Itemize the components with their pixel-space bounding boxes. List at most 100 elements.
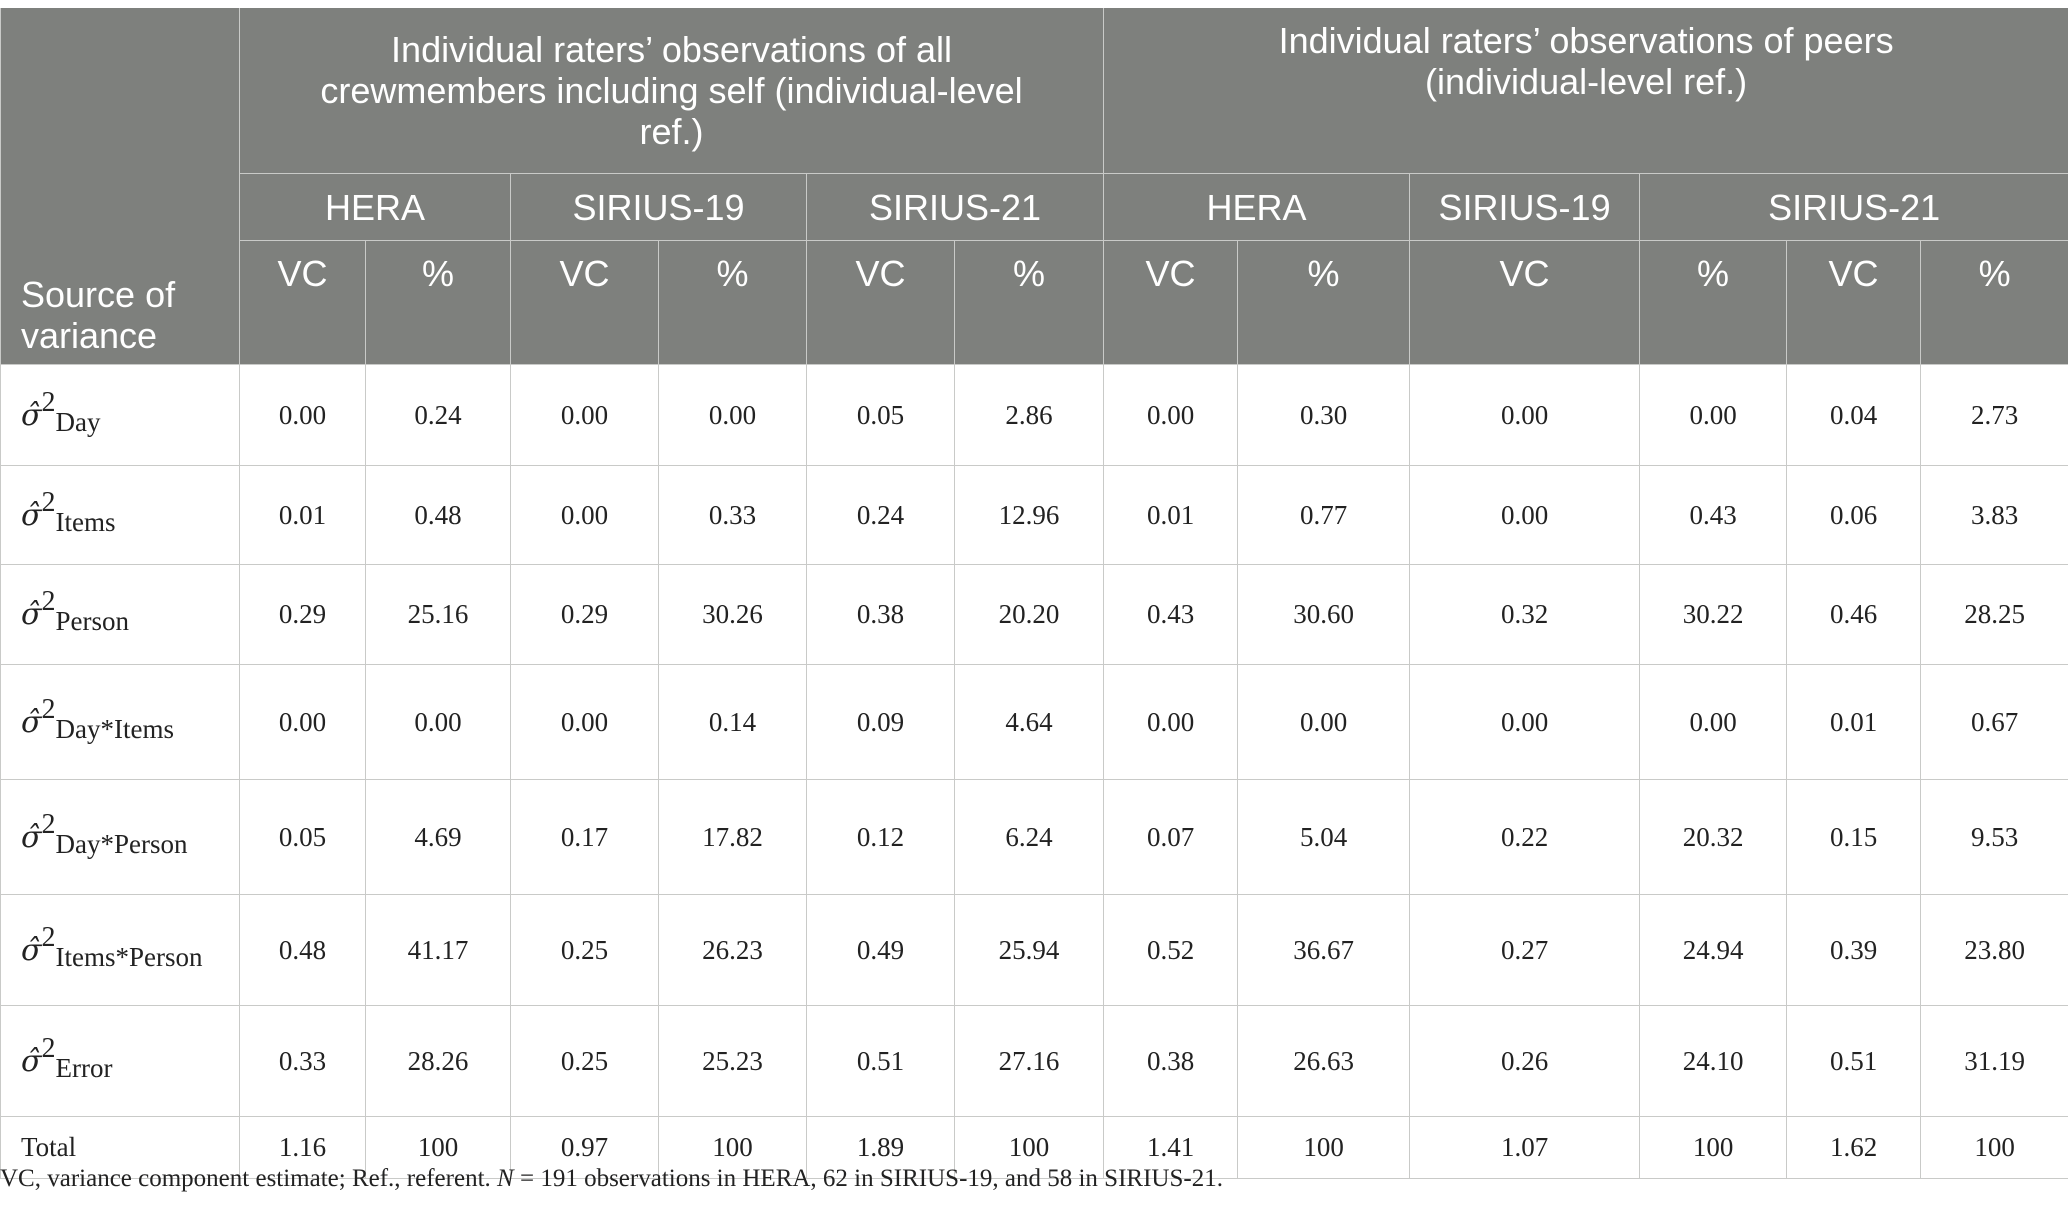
- value-cell: 41.17: [365, 894, 511, 1006]
- sigma-hat-symbol: σ̂: [21, 932, 42, 968]
- subcolumn-header: %: [1237, 240, 1411, 365]
- value-cell: 2.86: [953, 364, 1105, 466]
- subcolumn-header: %: [1639, 240, 1788, 365]
- value-cell: 0.00: [239, 364, 366, 466]
- value-cell: 25.16: [365, 564, 511, 665]
- table-container: Source of variance Individual raters’ ob…: [0, 8, 2068, 1179]
- sigma-hat-symbol: σ̂: [21, 704, 42, 740]
- table-row: σ̂2Items*Person 0.48 41.17 0.25 26.23 0.49 25.…: [0, 894, 2068, 1006]
- value-cell: 4.69: [365, 779, 511, 895]
- value-cell: 26.63: [1237, 1005, 1411, 1117]
- value-cell: 4.64: [953, 664, 1105, 780]
- subcolumn-header: %: [953, 240, 1105, 365]
- value-cell: 30.22: [1639, 564, 1788, 665]
- sigma-hat-symbol: σ̂: [21, 497, 42, 533]
- group-header-all-crewmembers: Individual raters’ observations of all c…: [238, 8, 1105, 174]
- table-row: σ̂2Items 0.01 0.48 0.00 0.33 0.24 12.96 0.01 0.7…: [0, 465, 2068, 565]
- value-cell: 0.33: [658, 465, 807, 565]
- study-header: SIRIUS-21: [805, 173, 1105, 241]
- subcolumn-header: VC: [1409, 240, 1641, 365]
- superscript: 2: [41, 1032, 56, 1064]
- value-cell: 5.04: [1237, 779, 1411, 895]
- subscript-label: Error: [55, 1052, 113, 1083]
- value-cell: 0.30: [1237, 364, 1411, 466]
- subscript-label: Items: [55, 506, 116, 537]
- variance-source-cell: σ̂2Items*Person: [0, 894, 240, 1006]
- variance-components-table: Source of variance Individual raters’ ob…: [0, 8, 2068, 1179]
- total-value-cell: 100: [1237, 1116, 1411, 1179]
- value-cell: 0.26: [1409, 1005, 1641, 1117]
- variance-source-cell: σ̂2Items: [0, 465, 240, 565]
- superscript: 2: [41, 386, 56, 418]
- value-cell: 6.24: [953, 779, 1105, 895]
- subcolumn-header: %: [658, 240, 807, 365]
- value-cell: 3.83: [1920, 465, 2068, 565]
- total-value-cell: 100: [1639, 1116, 1788, 1179]
- value-cell: 0.00: [510, 664, 659, 780]
- value-cell: 0.09: [806, 664, 955, 780]
- table-row: σ̂2Day 0.00 0.24 0.00 0.00 0.05 2.86 0.00 0.30 0.…: [0, 364, 2068, 466]
- table-body: σ̂2Day 0.00 0.24 0.00 0.00 0.05 2.86 0.00 0.30 0.…: [0, 364, 2068, 1179]
- value-cell: 0.00: [1409, 465, 1641, 565]
- subscript-label: Day*Items: [55, 713, 174, 744]
- value-cell: 36.67: [1237, 894, 1411, 1006]
- value-cell: 0.00: [510, 465, 659, 565]
- study-header: HERA: [239, 173, 511, 241]
- subcolumn-header: VC: [806, 240, 955, 365]
- table-footnote: VC, variance component estimate; Ref., r…: [0, 1165, 2068, 1193]
- value-cell: 0.12: [806, 779, 955, 895]
- value-cell: 0.29: [239, 564, 366, 665]
- total-value-cell: 0.97: [510, 1116, 659, 1179]
- value-cell: 0.77: [1237, 465, 1411, 565]
- value-cell: 0.01: [1786, 664, 1922, 780]
- total-value-cell: 1.07: [1409, 1116, 1641, 1179]
- table-row: σ̂2Error 0.33 28.26 0.25 25.23 0.51 27.16 0.38 2…: [0, 1005, 2068, 1117]
- footnote-suffix: = 191 observations in HERA, 62 in SIRIUS…: [513, 1165, 1223, 1192]
- total-row: Total 1.16 100 0.97 100 1.89 100 1.41 100 1.07 100…: [0, 1116, 2068, 1179]
- value-cell: 25.94: [953, 894, 1105, 1006]
- value-cell: 0.01: [1103, 465, 1239, 565]
- subcolumn-header: %: [1920, 240, 2068, 365]
- subcolumn-header: VC: [239, 240, 366, 365]
- value-cell: 0.38: [806, 564, 955, 665]
- value-cell: 20.20: [953, 564, 1105, 665]
- value-cell: 23.80: [1920, 894, 2068, 1006]
- value-cell: 0.04: [1786, 364, 1922, 466]
- footnote-n: N: [497, 1165, 514, 1192]
- value-cell: 0.07: [1103, 779, 1239, 895]
- value-cell: 31.19: [1920, 1005, 2068, 1117]
- variance-source-cell: σ̂2Day: [0, 364, 240, 466]
- total-value-cell: 100: [953, 1116, 1105, 1179]
- value-cell: 0.00: [1103, 364, 1239, 466]
- sigma-hat-symbol: σ̂: [21, 819, 42, 855]
- value-cell: 0.05: [239, 779, 366, 895]
- value-cell: 28.26: [365, 1005, 511, 1117]
- sigma-hat-symbol: σ̂: [21, 397, 42, 433]
- total-value-cell: 100: [365, 1116, 511, 1179]
- variance-source-cell: σ̂2Error: [0, 1005, 240, 1117]
- subcolumn-header-row: VC% VC% VC% VC% VC% VC%: [1, 240, 2068, 365]
- total-value-cell: 1.62: [1786, 1116, 1922, 1179]
- value-cell: 24.94: [1639, 894, 1788, 1006]
- superscript: 2: [41, 808, 56, 840]
- superscript: 2: [41, 486, 56, 518]
- value-cell: 0.00: [1237, 664, 1411, 780]
- value-cell: 0.33: [239, 1005, 366, 1117]
- value-cell: 0.29: [510, 564, 659, 665]
- value-cell: 0.00: [1409, 664, 1641, 780]
- value-cell: 0.01: [239, 465, 366, 565]
- sigma-hat-symbol: σ̂: [21, 1043, 42, 1079]
- value-cell: 0.48: [365, 465, 511, 565]
- study-header: SIRIUS-21: [1639, 173, 2068, 241]
- value-cell: 0.51: [1786, 1005, 1922, 1117]
- value-cell: 0.39: [1786, 894, 1922, 1006]
- value-cell: 0.24: [806, 465, 955, 565]
- value-cell: 0.24: [365, 364, 511, 466]
- value-cell: 2.73: [1920, 364, 2068, 466]
- value-cell: 0.00: [1103, 664, 1239, 780]
- value-cell: 12.96: [953, 465, 1105, 565]
- variance-source-cell: σ̂2Day*Items: [0, 664, 240, 780]
- subscript-label: Items*Person: [55, 941, 203, 972]
- subscript-label: Day: [55, 406, 101, 437]
- value-cell: 0.46: [1786, 564, 1922, 665]
